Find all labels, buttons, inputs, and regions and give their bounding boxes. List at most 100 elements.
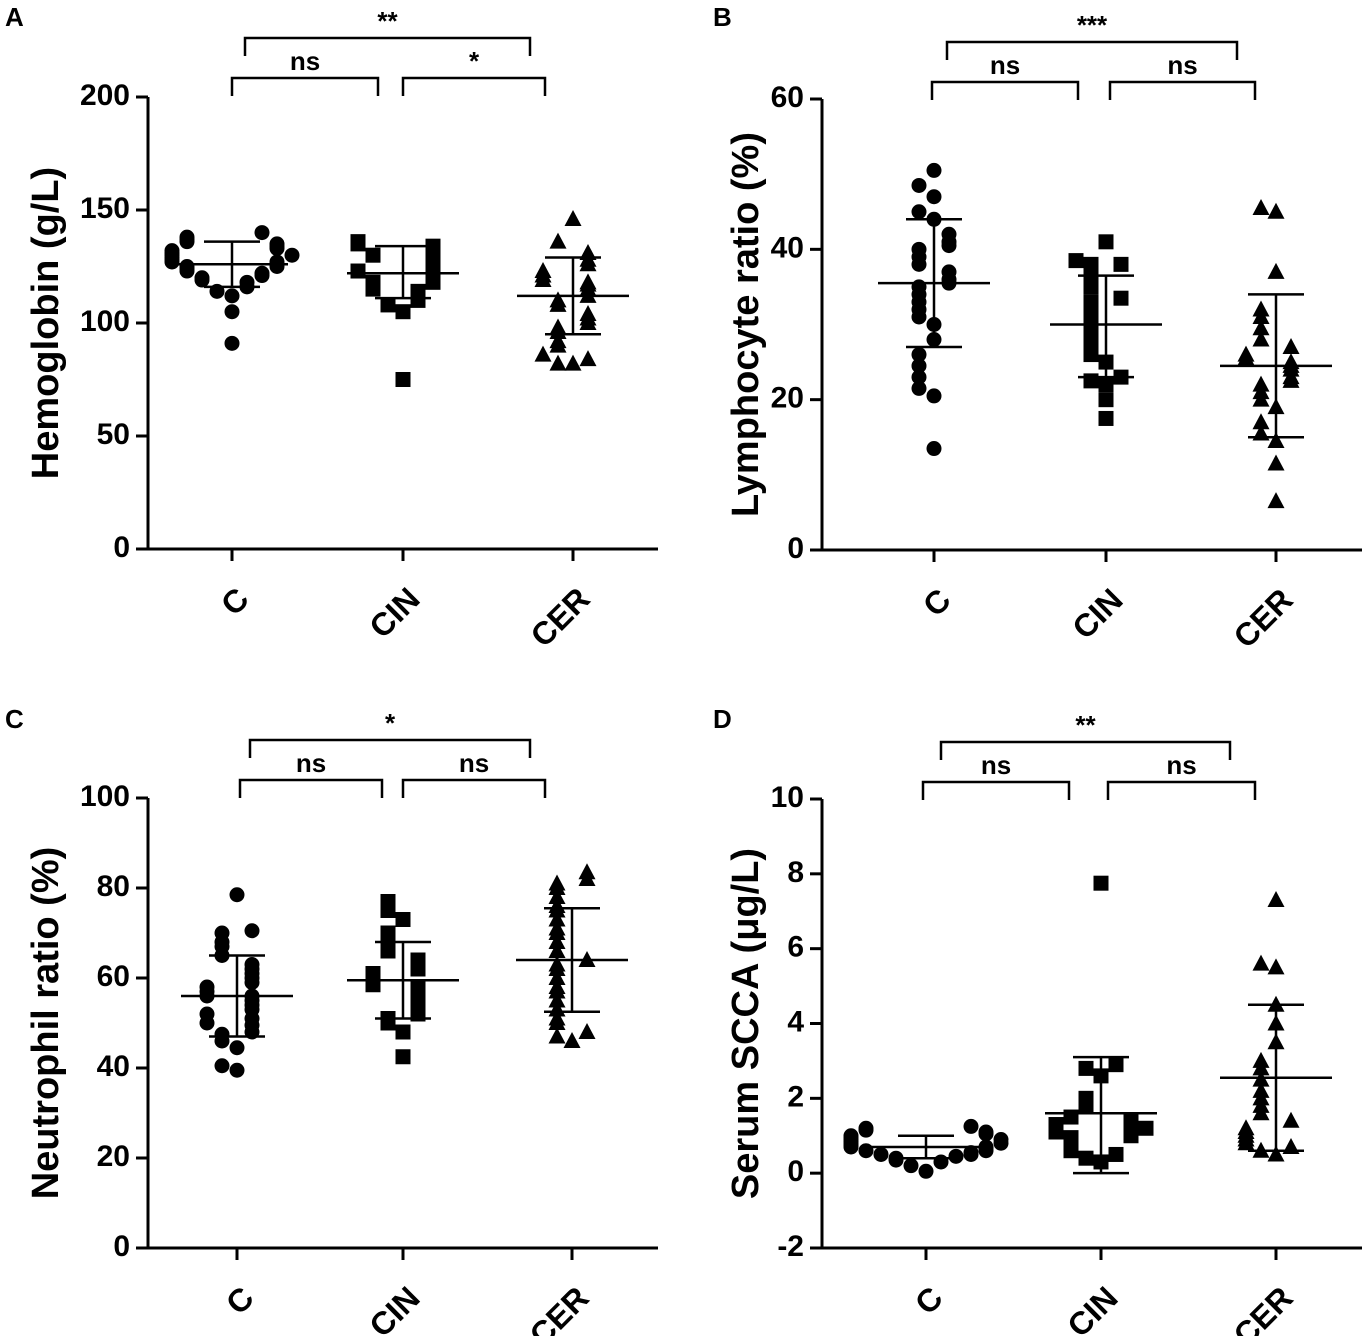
data-point: [194, 270, 210, 286]
data-point: [941, 226, 957, 242]
panel-letter: D: [713, 704, 732, 734]
data-point: [1267, 262, 1285, 279]
data-point: [365, 247, 381, 263]
data-point: [380, 925, 396, 941]
data-point: [911, 358, 927, 374]
data-point: [911, 369, 927, 385]
data-point: [224, 304, 240, 320]
data-point: [254, 265, 270, 281]
data-point: [395, 912, 411, 927]
y-tick-label: 60: [771, 81, 804, 114]
x-tick-label: C: [908, 1280, 950, 1322]
data-point: [254, 225, 270, 241]
data-point: [1063, 1130, 1079, 1146]
data-point: [1083, 373, 1099, 389]
data-point: [579, 243, 597, 260]
data-point: [1252, 319, 1270, 336]
y-tick-label: 0: [787, 532, 804, 565]
y-tick-label: 20: [97, 1140, 130, 1173]
group-CER: [516, 863, 628, 1048]
data-point: [911, 177, 927, 193]
data-point: [564, 210, 582, 227]
x-tick-label: CER: [1226, 1280, 1299, 1336]
data-point: [1252, 413, 1270, 430]
y-tick-label: -2: [777, 1230, 804, 1263]
data-point: [179, 259, 195, 274]
data-point: [1252, 300, 1270, 317]
data-point: [1063, 1109, 1079, 1125]
data-point: [269, 254, 285, 270]
data-point: [1048, 1117, 1064, 1133]
data-point: [548, 919, 566, 936]
y-tick-label: 2: [787, 1080, 804, 1113]
data-point: [1252, 1081, 1270, 1098]
data-point: [578, 863, 596, 880]
data-point: [549, 232, 567, 249]
data-point: [873, 1146, 889, 1162]
data-point: [903, 1158, 919, 1174]
data-point: [963, 1145, 979, 1161]
y-tick-label: 40: [771, 231, 804, 264]
y-tick-label: 40: [97, 1050, 130, 1083]
significance-bracket: [401, 76, 547, 96]
data-point: [926, 189, 942, 205]
data-point: [244, 957, 260, 972]
x-tick-label: CIN: [1060, 1280, 1124, 1336]
y-tick-label: 4: [787, 1005, 804, 1038]
data-point: [548, 969, 566, 985]
data-point: [579, 304, 597, 321]
group-C: [878, 162, 990, 457]
x-tick-label: CER: [1226, 582, 1299, 655]
x-tick-label: CER: [522, 1280, 595, 1336]
data-point: [1252, 330, 1270, 347]
data-point: [395, 372, 411, 387]
data-point: [948, 1148, 964, 1164]
data-point: [395, 304, 411, 320]
data-point: [1138, 1120, 1154, 1136]
significance-label: ns: [1167, 50, 1197, 80]
x-tick-label: CIN: [362, 581, 426, 645]
data-point: [578, 1023, 596, 1039]
data-point: [1083, 294, 1099, 310]
significance-label: ns: [296, 748, 326, 778]
data-point: [1237, 345, 1255, 362]
data-point: [244, 923, 260, 939]
x-tick-label: C: [219, 1280, 261, 1322]
significance-bracket: [930, 80, 1080, 100]
data-point: [199, 979, 215, 995]
data-point: [425, 238, 441, 254]
data-point: [1098, 410, 1114, 426]
significance-bracket: [401, 778, 547, 798]
significance-bracket: [230, 76, 380, 96]
data-point: [926, 388, 942, 404]
panel-D: D Serum SCCA (μg/L) -2 0 2 4 6 8 10 C CIN CER ns ns **: [713, 704, 1362, 1336]
y-tick-label: 20: [771, 382, 804, 415]
data-point: [1113, 290, 1129, 306]
group-CER: [517, 210, 629, 371]
data-point: [1267, 492, 1285, 509]
data-point: [199, 1006, 215, 1022]
data-point: [214, 1026, 230, 1042]
significance-bracket: [1106, 780, 1257, 800]
data-point: [1267, 202, 1285, 219]
y-tick-label: 80: [97, 870, 130, 903]
data-point: [1098, 234, 1114, 250]
data-point: [1108, 1146, 1124, 1162]
data-point: [963, 1118, 979, 1134]
y-tick-label: 0: [113, 531, 130, 564]
data-point: [548, 991, 566, 1008]
data-point: [1098, 377, 1114, 393]
y-tick-label: 200: [80, 79, 130, 112]
data-point: [395, 1024, 411, 1040]
significance-bracket: [238, 778, 384, 798]
data-point: [229, 887, 245, 903]
data-point: [1093, 875, 1109, 891]
data-point: [365, 966, 381, 981]
significance-bracket: [1108, 80, 1257, 100]
data-point: [1282, 338, 1300, 355]
y-tick-label: 150: [80, 192, 130, 225]
y-axis-label: Lymphocyte ratio (%): [725, 132, 767, 517]
x-tick-label: C: [214, 581, 256, 623]
significance-bracket: [921, 780, 1071, 800]
